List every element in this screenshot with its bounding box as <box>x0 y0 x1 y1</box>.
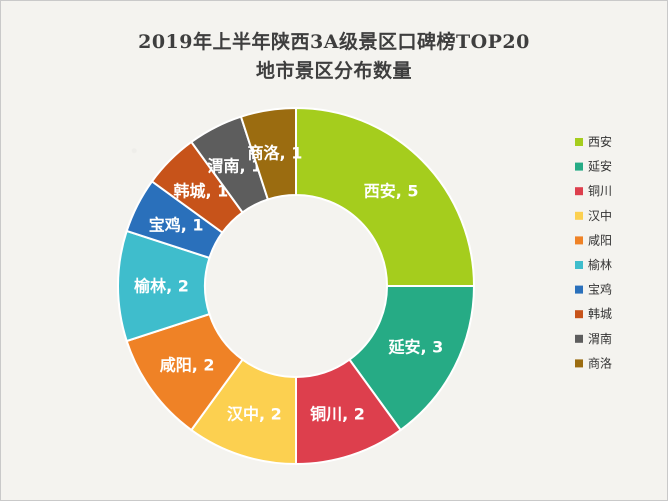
legend-label-9: 渭南 <box>588 331 612 346</box>
data-label-8: 韩城, 1 <box>173 181 228 200</box>
legend-label-10: 商洛 <box>588 355 612 370</box>
legend-label-5: 咸阳 <box>588 233 612 247</box>
legend-swatch-7 <box>575 285 583 294</box>
legend-label-6: 榆林 <box>588 257 612 272</box>
legend-swatch-1 <box>575 138 583 146</box>
data-label-9: 渭南, 1 <box>208 157 263 176</box>
legend-swatch-3 <box>575 187 583 196</box>
legend-label-3: 铜川 <box>588 183 612 198</box>
donut-slice-10 <box>239 106 297 201</box>
data-label-7: 宝鸡, 1 <box>149 215 204 234</box>
legend-label-7: 宝鸡 <box>588 282 612 297</box>
legend-swatch-2 <box>575 162 583 171</box>
legend-label-4: 汉中 <box>588 208 612 223</box>
data-label-1: 西安, 5 <box>364 181 419 200</box>
legend-label-2: 延安 <box>588 159 612 174</box>
legend-swatch-8 <box>575 310 583 319</box>
legend-swatch-4 <box>575 211 583 220</box>
legend-swatch-6 <box>575 261 583 269</box>
donut-slice-1 <box>295 106 476 287</box>
chart-title: 2019年上半年陕西3A级景区口碑榜TOP20 <box>138 31 530 53</box>
data-label-2: 延安, 3 <box>387 338 443 357</box>
data-label-5: 咸阳, 2 <box>160 356 215 375</box>
legend-label-8: 韩城 <box>588 306 612 321</box>
data-label-4: 汉中, 2 <box>227 404 282 423</box>
data-label-6: 榆林, 2 <box>134 277 189 296</box>
legend-label-1: 西安 <box>588 134 612 149</box>
data-label-3: 铜川, 2 <box>310 404 365 423</box>
legend-swatch-9 <box>575 334 583 343</box>
chart-subtitle: 地市景区分布数量 <box>255 60 412 82</box>
legend-swatch-10 <box>575 359 583 368</box>
donut-slice-2 <box>348 285 476 432</box>
data-label-10: 商洛, 1 <box>248 144 303 163</box>
legend-swatch-5 <box>575 236 583 245</box>
